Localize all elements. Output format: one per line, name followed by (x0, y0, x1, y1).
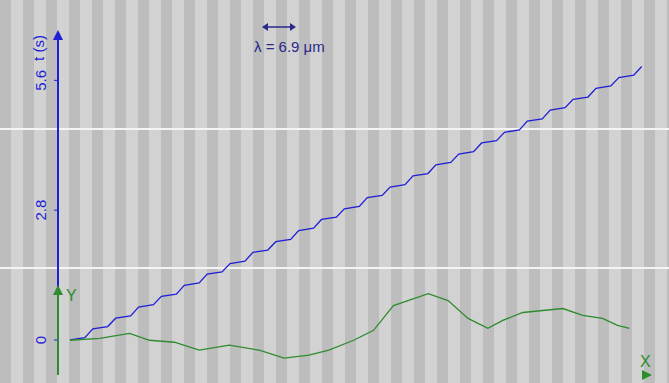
svg-text:0: 0 (32, 336, 49, 344)
svg-text:Y: Y (66, 287, 77, 304)
svg-text:t (s): t (s) (30, 35, 47, 61)
svg-text:5.6: 5.6 (32, 70, 49, 91)
svg-text:λ = 6.9 μm: λ = 6.9 μm (254, 38, 325, 55)
svg-text:X: X (640, 353, 651, 370)
svg-text:2.8: 2.8 (32, 200, 49, 221)
